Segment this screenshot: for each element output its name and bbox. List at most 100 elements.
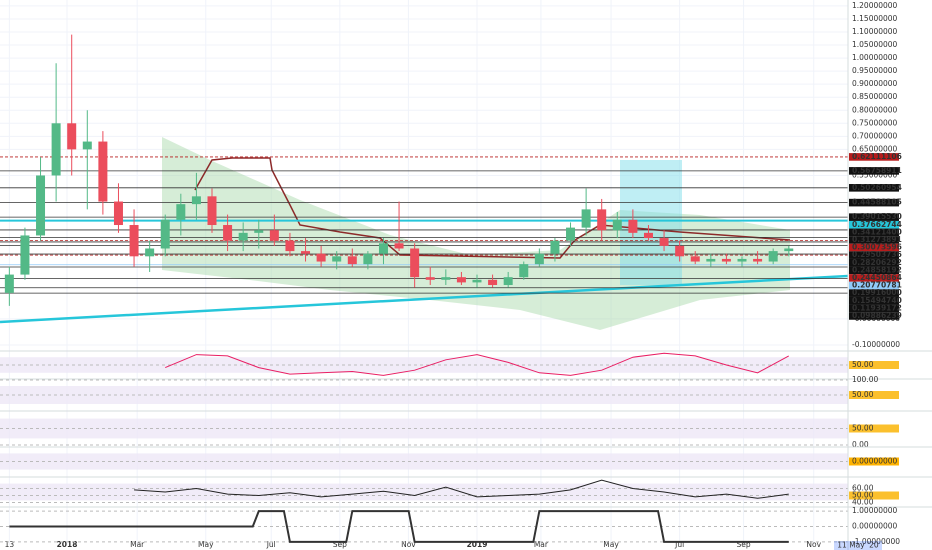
indicator-line — [134, 479, 789, 499]
y-tick-label: 1.00000000 — [852, 506, 898, 515]
y-tick-label: 60.00 — [852, 484, 874, 493]
candle-body — [145, 248, 155, 257]
candle-body — [113, 201, 123, 226]
x-tick-label: 13 — [5, 540, 15, 549]
y-tick-label: 1.15000000 — [852, 14, 898, 23]
y-tick-label: 1.10000000 — [852, 27, 898, 36]
y-tick-label: 0.85000000 — [852, 92, 898, 101]
level-label: 0.20770781 — [852, 281, 902, 290]
indicator-line — [165, 352, 790, 376]
panel-band — [0, 483, 848, 501]
x-tick-label: Sep — [736, 540, 750, 549]
candle-body — [753, 258, 763, 262]
level-label-box — [849, 167, 899, 175]
candle-body — [597, 209, 607, 231]
y-tick-label: 0.70000000 — [852, 131, 898, 140]
level-label: 0.31273891 — [852, 235, 902, 244]
level-label: 0.24450864 — [852, 273, 902, 282]
candle-body — [129, 225, 139, 257]
level-label: 0.56758911 — [852, 166, 902, 175]
x-tick-label: 2018 — [57, 540, 78, 549]
level-label-box — [849, 236, 899, 244]
candle-body — [378, 243, 388, 254]
level-label-box — [849, 281, 899, 290]
y-tick-label: 0.80000000 — [852, 105, 898, 114]
candle-body — [363, 253, 373, 265]
panel-band — [0, 357, 848, 373]
x-tick-label: Nov — [401, 540, 416, 549]
y-tick-label: 0.65000000 — [852, 144, 898, 153]
x-tick-label: Mar — [130, 540, 145, 549]
candle-body — [441, 277, 451, 280]
candle-body — [67, 123, 77, 150]
crosshair-date: 11 May '20 — [837, 541, 879, 550]
level-label-box — [849, 198, 899, 207]
tick-box — [849, 491, 899, 500]
level-label: 0.28206292 — [852, 258, 902, 267]
candle-body — [425, 277, 435, 280]
y-tick-label: 1.20000000 — [852, 1, 898, 10]
candle-body — [519, 264, 529, 278]
candle-body — [82, 141, 92, 150]
candle-body — [706, 258, 716, 262]
candle-body — [332, 256, 342, 262]
level-label: 0.30073596 — [852, 243, 902, 252]
y-tick-label: -0.10000000 — [852, 340, 900, 349]
candle-body — [721, 258, 731, 262]
candle-body — [51, 123, 61, 176]
y-tick-label: 50.00 — [852, 390, 874, 399]
level-label-box — [849, 251, 899, 259]
tick-box — [849, 457, 899, 466]
candle-body — [456, 277, 466, 283]
candle-body — [285, 240, 295, 252]
candle-body — [612, 219, 622, 231]
x-tick-label: May — [603, 540, 619, 549]
candle-body — [784, 248, 794, 252]
indicator-line — [9, 510, 789, 543]
y-tick-label: 40.00 — [852, 498, 874, 507]
level-label: 0.39015530 — [852, 212, 902, 221]
level-label-box — [849, 304, 899, 313]
candle-body — [4, 274, 14, 293]
date-box — [834, 541, 882, 550]
candle-body — [768, 251, 778, 262]
level-label-box — [849, 289, 899, 297]
candle-body — [566, 227, 576, 241]
x-tick-label: Mar — [534, 540, 549, 549]
level-label: 0.29503736 — [852, 250, 902, 259]
y-tick-label: 50.00 — [852, 491, 874, 500]
candle-body — [550, 240, 560, 254]
y-tick-label: 0.00 — [852, 440, 869, 449]
y-tick-label: 100.00 — [852, 375, 878, 384]
x-tick-label: Sep — [333, 540, 347, 549]
candle-body — [675, 245, 685, 257]
candle-body — [238, 232, 248, 241]
panel-band — [0, 386, 848, 404]
candle-body — [301, 251, 311, 254]
level-label: 0.34121400 — [852, 227, 902, 236]
candle-body — [737, 258, 747, 262]
level-label: 0.44588105 — [852, 198, 902, 207]
level-label-box — [849, 258, 899, 267]
candle-body — [207, 196, 217, 226]
level-label-box — [849, 213, 899, 221]
x-tick-label: Nov — [806, 540, 821, 549]
level-label: 0.19916000 — [852, 288, 902, 297]
candle-body — [690, 256, 700, 262]
candle-body — [254, 230, 264, 233]
level-label: 0.50260954 — [852, 183, 902, 192]
candle-body — [394, 243, 404, 249]
x-tick-label: 2019 — [467, 540, 488, 549]
candle-body — [176, 204, 186, 220]
candle-body — [316, 253, 326, 262]
candle-body — [659, 238, 669, 246]
candle-body — [581, 209, 591, 228]
candle-body — [410, 248, 420, 278]
candle-body — [503, 277, 513, 286]
y-tick-label: 50.00 — [852, 424, 874, 433]
tick-box — [849, 361, 899, 369]
x-tick-label: Jul — [674, 540, 684, 549]
y-tick-label: 0.00000000 — [852, 457, 898, 466]
tick-box — [849, 391, 899, 399]
